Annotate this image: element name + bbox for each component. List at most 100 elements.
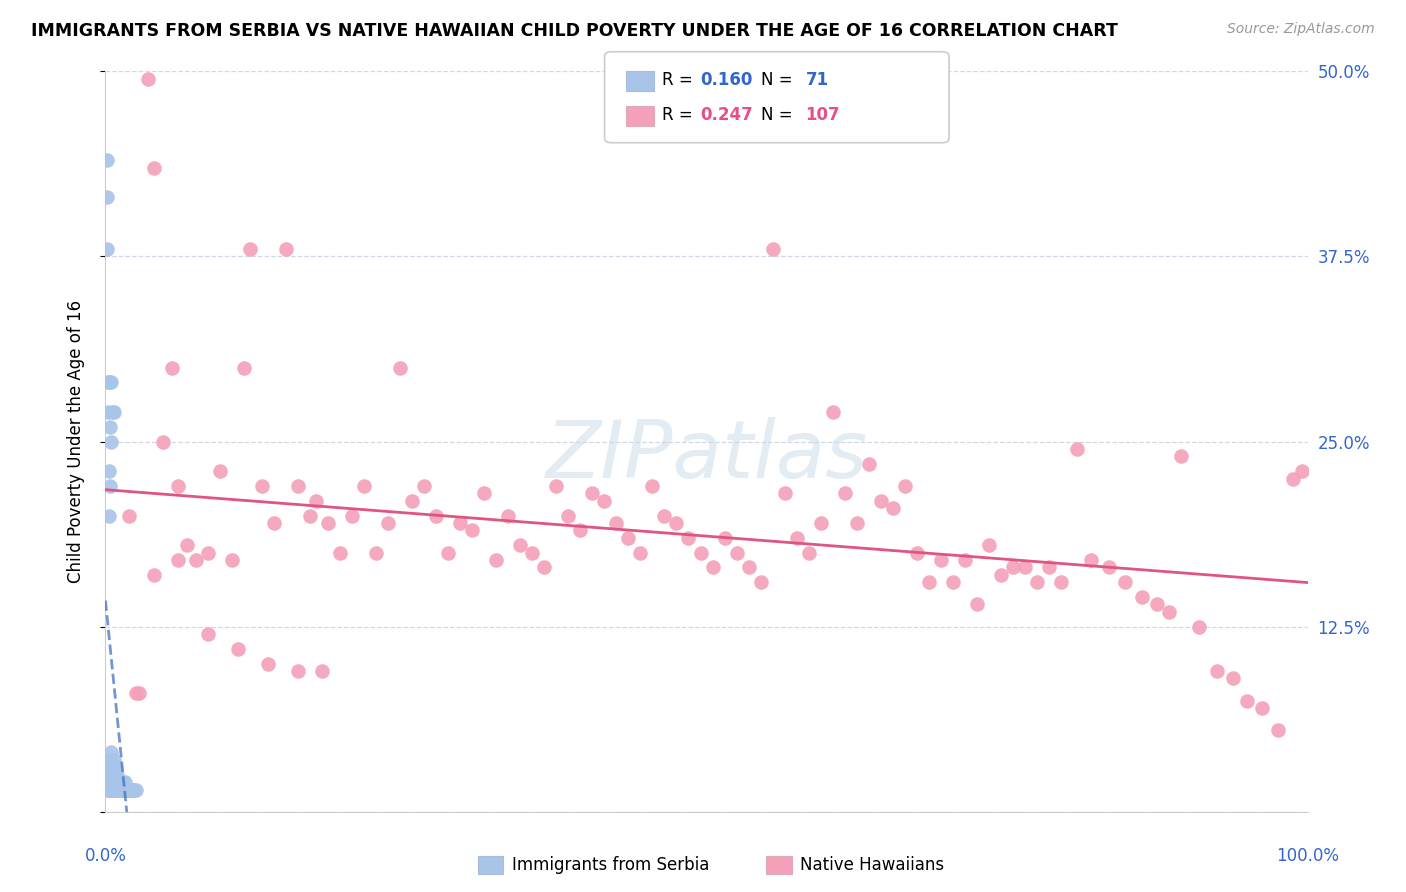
Point	[437, 546, 460, 560]
Point	[1114, 575, 1136, 590]
Point	[425, 508, 447, 523]
Point	[522, 546, 544, 560]
Point	[98, 376, 121, 390]
Point	[208, 464, 231, 478]
Point	[110, 775, 132, 789]
Text: R =: R =	[662, 106, 699, 124]
Point	[894, 479, 917, 493]
Point	[108, 775, 131, 789]
Point	[98, 479, 121, 493]
Point	[1159, 605, 1181, 619]
Point	[104, 767, 127, 781]
Point	[98, 775, 121, 789]
Point	[340, 508, 363, 523]
Point	[120, 782, 142, 797]
Point	[1080, 553, 1102, 567]
Point	[118, 508, 141, 523]
Point	[1170, 450, 1192, 464]
Point	[124, 782, 146, 797]
Point	[1251, 701, 1274, 715]
Point	[485, 553, 508, 567]
Point	[509, 538, 531, 552]
Text: N =: N =	[761, 71, 797, 89]
Point	[377, 516, 399, 530]
Point	[142, 567, 165, 582]
Point	[142, 161, 165, 175]
Point	[98, 760, 121, 774]
Point	[689, 546, 711, 560]
Text: ZIPatlas: ZIPatlas	[546, 417, 868, 495]
Point	[184, 553, 207, 567]
Point	[152, 434, 174, 449]
Point	[364, 546, 387, 560]
Point	[977, 538, 1000, 552]
Point	[103, 775, 125, 789]
Point	[103, 782, 125, 797]
Point	[388, 360, 411, 375]
Point	[1066, 442, 1088, 456]
Point	[557, 508, 579, 523]
Point	[316, 516, 339, 530]
Point	[1026, 575, 1049, 590]
Point	[104, 775, 127, 789]
Point	[702, 560, 724, 574]
Point	[101, 405, 124, 419]
Point	[107, 767, 129, 781]
Point	[100, 376, 122, 390]
Point	[239, 242, 262, 256]
Point	[918, 575, 941, 590]
Point	[834, 486, 856, 500]
Point	[100, 746, 122, 760]
Point	[713, 531, 735, 545]
Point	[786, 531, 808, 545]
Point	[166, 553, 188, 567]
Point	[1146, 598, 1168, 612]
Text: 0.160: 0.160	[700, 71, 752, 89]
Point	[773, 486, 796, 500]
Point	[101, 775, 124, 789]
Point	[256, 657, 278, 671]
Point	[953, 553, 976, 567]
Point	[96, 242, 118, 256]
Point	[107, 782, 129, 797]
Point	[107, 775, 129, 789]
Text: Native Hawaiians: Native Hawaiians	[800, 856, 945, 874]
Point	[654, 508, 676, 523]
Point	[96, 190, 118, 204]
Y-axis label: Child Poverty Under the Age of 16: Child Poverty Under the Age of 16	[66, 300, 84, 583]
Text: Source: ZipAtlas.com: Source: ZipAtlas.com	[1227, 22, 1375, 37]
Point	[496, 508, 519, 523]
Point	[628, 546, 651, 560]
Point	[737, 560, 759, 574]
Point	[298, 508, 321, 523]
Point	[845, 516, 868, 530]
Point	[1050, 575, 1073, 590]
Point	[98, 782, 121, 797]
Point	[98, 760, 121, 774]
Point	[263, 516, 285, 530]
Point	[533, 560, 555, 574]
Point	[401, 493, 423, 508]
Text: 0.247: 0.247	[700, 106, 754, 124]
Text: 71: 71	[806, 71, 828, 89]
Point	[990, 567, 1012, 582]
Point	[929, 553, 952, 567]
Point	[124, 686, 146, 700]
Point	[749, 575, 772, 590]
Point	[107, 782, 129, 797]
Point	[413, 479, 436, 493]
Point	[593, 493, 616, 508]
Point	[108, 782, 131, 797]
Point	[98, 464, 121, 478]
Point	[617, 531, 640, 545]
Point	[305, 493, 328, 508]
Point	[1222, 672, 1244, 686]
Point	[232, 360, 254, 375]
Point	[1038, 560, 1060, 574]
Point	[1267, 723, 1289, 738]
Point	[105, 775, 128, 789]
Point	[160, 360, 183, 375]
Text: 0.0%: 0.0%	[84, 847, 127, 865]
Point	[98, 419, 121, 434]
Point	[942, 575, 965, 590]
